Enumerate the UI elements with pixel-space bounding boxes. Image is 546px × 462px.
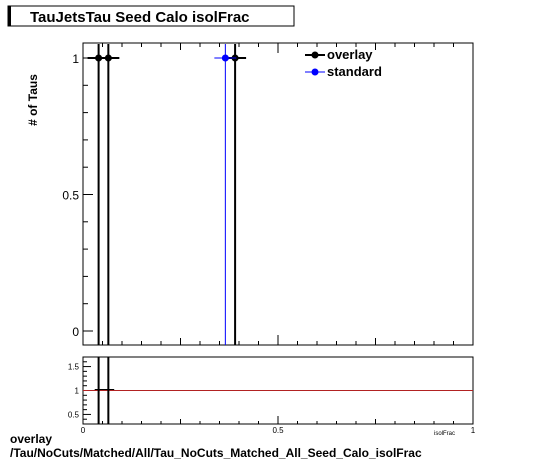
ratio-x-tick-label: 0 (81, 426, 86, 435)
main-plot-frame (82, 42, 474, 346)
ratio-y-tick-label: 1 (75, 387, 80, 396)
main-plot-marks (87, 44, 247, 345)
y-tick-label: 0.5 (62, 189, 79, 203)
footer-line-1: overlay (10, 432, 53, 446)
legend-overlay-label: overlay (327, 47, 373, 62)
legend-standard-label: standard (327, 64, 382, 79)
ratio-y-tick-label: 1.5 (68, 363, 80, 372)
footer-line-2: /Tau/NoCuts/Matched/All/Tau_NoCuts_Match… (10, 446, 422, 460)
ratio-y-tick-label: 0.5 (68, 410, 80, 419)
legend-overlay-marker (311, 51, 319, 59)
chart-title-box: TauJetsTau Seed Calo isolFrac (7, 5, 295, 27)
y-axis-label: # of Taus (26, 74, 40, 126)
ratio-axis-ticks: 0.511.50 0.5 1 (68, 361, 476, 435)
ratio-x-tick-label: 0.5 (272, 426, 284, 435)
ratio-x-tick-label: 1 (471, 426, 476, 435)
series-standard-point (221, 54, 229, 62)
chart-title: TauJetsTau Seed Calo isolFrac (30, 9, 250, 26)
y-tick-label: 1 (72, 52, 79, 66)
legend-standard-marker (311, 68, 319, 76)
legend: overlay standard (305, 47, 382, 79)
series-overlay-point (104, 54, 112, 62)
x-axis-label: isolFrac (434, 431, 455, 437)
y-tick-label: 0 (72, 325, 79, 339)
ratio-plot-marks (83, 357, 473, 424)
